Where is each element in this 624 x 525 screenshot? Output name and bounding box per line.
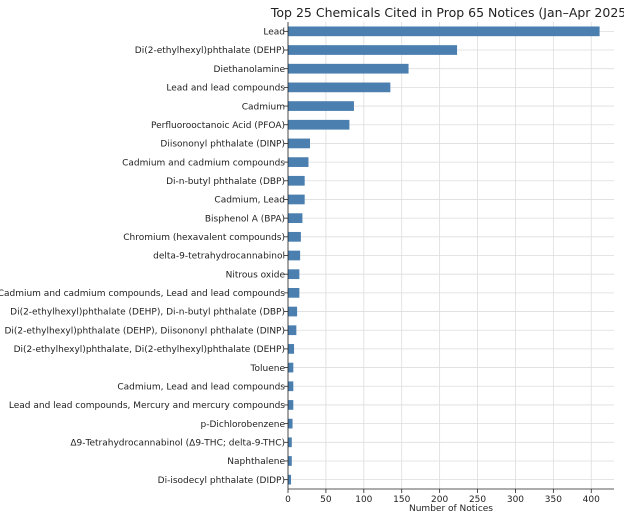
category-label: Δ9-Tetrahydrocannabinol (Δ9-THC; delta-9…: [70, 439, 285, 449]
x-axis-ticks: 0 50 100 150 200 250 300 350 400: [285, 489, 600, 505]
bar: [288, 157, 309, 167]
category-label: Diisononyl phthalate (DINP): [160, 140, 285, 150]
x-tick-label: 200: [431, 495, 448, 505]
x-tick-label: 350: [545, 495, 562, 505]
bar: [288, 400, 294, 410]
category-label: Lead: [263, 28, 285, 38]
category-label: Di(2-ethylhexyl)phthalate (DEHP), Di-n-b…: [10, 308, 285, 318]
bar: [288, 418, 293, 429]
category-label: p-Dichlorobenzene: [200, 420, 285, 430]
category-label: Toluene: [250, 364, 286, 374]
category-label: Bisphenol A (BPA): [205, 214, 285, 224]
bar: [288, 250, 301, 261]
category-label: Cadmium and cadmium compounds, Lead and …: [0, 289, 285, 299]
category-label: Di(2-ethylhexyl)phthalate, Di(2-ethylhex…: [14, 345, 285, 355]
x-tick-label: 250: [469, 495, 486, 505]
x-axis-label: Number of Notices: [409, 504, 493, 514]
bars: [288, 26, 600, 485]
category-label: Chromium (hexavalent compounds): [123, 233, 285, 243]
category-label: delta-9-tetrahydrocannabinol: [153, 252, 285, 262]
bar: [288, 82, 391, 93]
bar: [288, 213, 303, 223]
x-tick-label: 150: [393, 495, 410, 505]
bar: [288, 437, 292, 448]
bar: [288, 194, 305, 205]
category-label: Di-isodecyl phthalate (DIDP): [158, 476, 285, 486]
bar: [288, 456, 292, 466]
bar: [288, 306, 298, 317]
x-tick-label: 50: [320, 495, 332, 505]
category-label: Di-n-butyl phthalate (DBP): [166, 177, 285, 187]
category-label: Cadmium, Lead and lead compounds: [117, 382, 285, 392]
x-tick-label: 0: [285, 495, 291, 505]
category-label: Diethanolamine: [214, 65, 286, 75]
category-label: Perfluorooctanoic Acid (PFOA): [151, 121, 285, 131]
bar: [288, 175, 305, 186]
category-label: Cadmium: [242, 102, 285, 112]
bar: [288, 474, 292, 485]
bar: [288, 26, 600, 37]
bar: [288, 381, 294, 392]
bar: [288, 269, 300, 280]
x-tick-label: 100: [355, 495, 372, 505]
bar: [288, 101, 354, 111]
bar: [288, 63, 409, 74]
category-label: Lead and lead compounds: [166, 84, 285, 94]
category-label: Di(2-ethylhexyl)phthalate (DEHP), Diison…: [4, 326, 285, 336]
bar: [288, 231, 301, 242]
x-tick-label: 400: [583, 495, 600, 505]
category-labels: Lead Di(2-ethylhexyl)phthalate (DEHP) Diet…: [0, 28, 288, 486]
category-label: Di(2-ethylhexyl)phthalate (DEHP): [135, 46, 285, 56]
category-label: Naphthalene: [227, 457, 285, 467]
category-label: Lead and lead compounds, Mercury and mer…: [9, 401, 285, 411]
x-tick-label: 300: [507, 495, 524, 505]
bar: [288, 344, 295, 354]
chart-title: Top 25 Chemicals Cited in Prop 65 Notice…: [270, 5, 624, 20]
bar: [288, 45, 458, 55]
bar: [288, 119, 350, 130]
bar: [288, 138, 310, 149]
category-label: Cadmium, Lead: [214, 196, 285, 206]
category-label: Nitrous oxide: [226, 270, 286, 280]
category-label: Cadmium and cadmium compounds: [122, 158, 285, 168]
bar: [288, 325, 297, 336]
bar: [288, 362, 294, 373]
bar: [288, 288, 300, 298]
